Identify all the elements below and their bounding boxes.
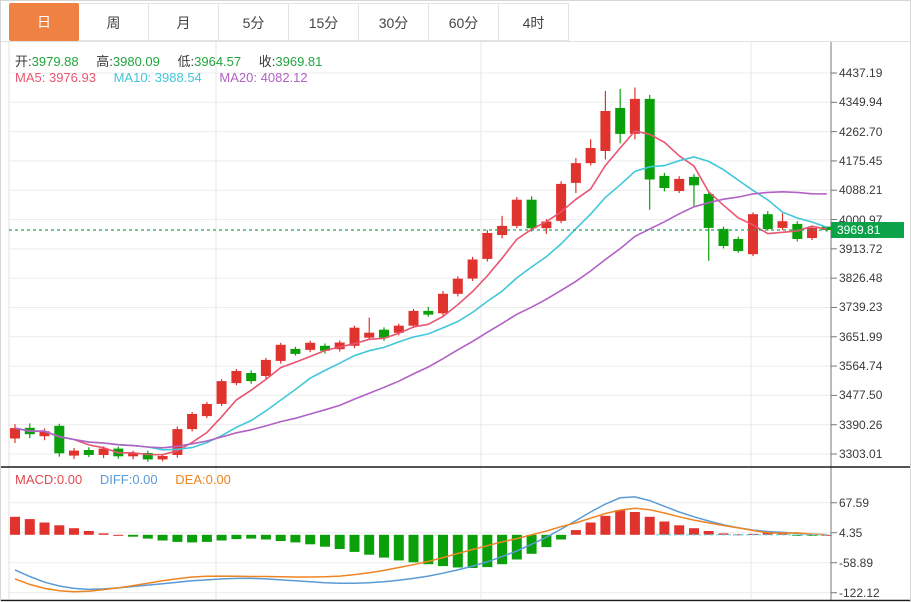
- dea-label: DEA:: [175, 472, 206, 487]
- price-axis-label: 4262.70: [839, 124, 883, 139]
- axis-lines: [1, 42, 910, 601]
- ohlc-row: 开:3979.88 高:3980.09 低:3964.57 收:3969.81: [15, 51, 322, 70]
- low-value: 3964.57: [194, 54, 242, 69]
- ma5-value: 3976.93: [48, 70, 96, 85]
- price-axis-label: 4088.21: [839, 183, 883, 198]
- ma10-label: MA10:: [113, 70, 152, 85]
- diff-value: 0.00: [132, 472, 158, 487]
- ma5-label: MA5:: [15, 70, 46, 85]
- tab-4时[interactable]: 4时: [499, 3, 569, 41]
- ma20-line: [14, 190, 827, 449]
- price-axis-label: 3477.50: [839, 388, 883, 403]
- tab-divider: [1, 41, 910, 42]
- ma20-label: MA20:: [219, 70, 257, 85]
- low-label: 低:: [177, 54, 195, 69]
- tab-15分[interactable]: 15分: [289, 3, 359, 41]
- tab-日[interactable]: 日: [9, 3, 79, 41]
- price-axis-label: 3390.26: [839, 417, 883, 432]
- price-axis-label: 3564.74: [839, 359, 883, 374]
- ma-row: MA5: 3976.93 MA10: 3988.54 MA20: 4082.12: [15, 70, 308, 85]
- high-value: 3980.09: [112, 54, 160, 69]
- price-axis-label: 4175.45: [839, 153, 883, 168]
- dea-value: 0.00: [205, 472, 231, 487]
- high-label: 高:: [96, 54, 113, 69]
- close-value: 3969.81: [275, 54, 323, 69]
- open-value: 3979.88: [31, 54, 79, 69]
- ma10-value: 3988.54: [154, 70, 202, 85]
- price-axis-label: 3303.01: [839, 447, 883, 461]
- grid: [9, 42, 831, 599]
- tab-5分[interactable]: 5分: [219, 3, 289, 41]
- tab-30分[interactable]: 30分: [359, 3, 429, 41]
- macd-label: MACD:: [15, 472, 57, 487]
- price-axis-label: 3826.48: [839, 271, 883, 286]
- open-label: 开:: [15, 54, 32, 69]
- price-axis-label: 3651.99: [839, 329, 883, 344]
- price-axis-label: 3913.72: [839, 241, 883, 256]
- price-axis-label: 4437.19: [839, 66, 883, 80]
- diff-label: DIFF:: [99, 472, 133, 487]
- macd-axis-label: 4.35: [839, 525, 863, 540]
- price-axis-label: 4349.94: [839, 95, 883, 110]
- dea-line: [14, 507, 827, 593]
- price-axis-label: 3739.23: [839, 300, 883, 315]
- current-price-tag: 3969.81: [831, 222, 904, 238]
- tab-60分[interactable]: 60分: [429, 3, 499, 41]
- timeframe-tab-bar: 日周月 5分 15分 30分 60分 4时: [9, 3, 569, 41]
- diff-line: [14, 496, 827, 591]
- macd-header: MACD:0.00 DIFF:0.00 DEA:0.00: [15, 472, 231, 487]
- tab-周[interactable]: 周: [79, 3, 149, 41]
- tab-月[interactable]: 月: [149, 3, 219, 41]
- close-label: 收:: [258, 54, 276, 69]
- macd-axis-label: -122.12: [839, 585, 880, 600]
- macd-histogram: [10, 510, 832, 568]
- macd-axis-label: 67.59: [839, 495, 870, 510]
- candlesticks: [10, 87, 832, 462]
- ma20-value: 4082.12: [260, 70, 308, 85]
- macd-axis-label: -58.89: [839, 555, 874, 570]
- macd-value: 0.00: [56, 472, 83, 487]
- ma5-line: [14, 130, 827, 456]
